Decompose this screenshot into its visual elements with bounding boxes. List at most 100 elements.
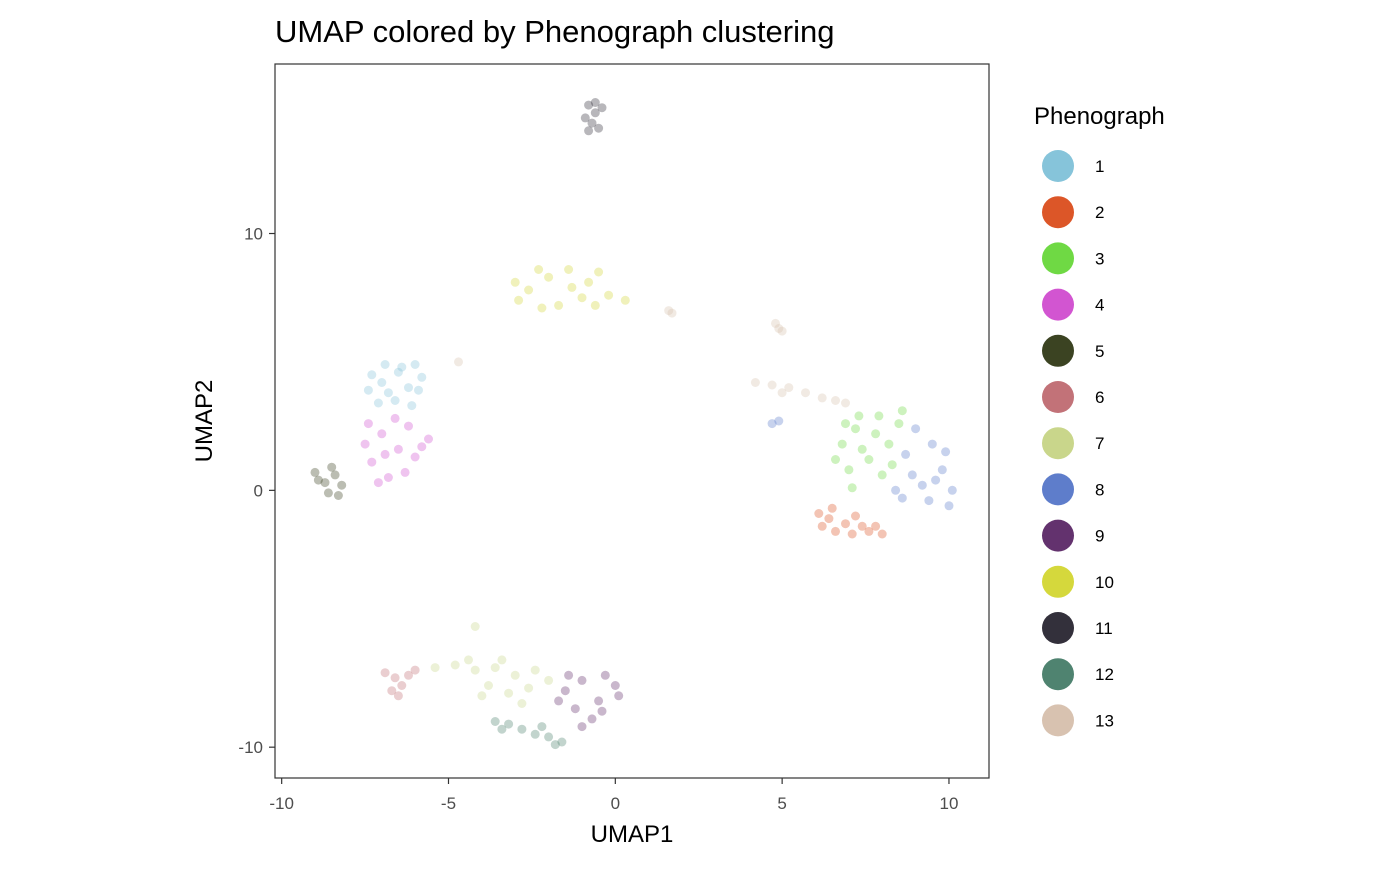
data-point — [937, 465, 947, 475]
data-point — [831, 455, 840, 464]
data-point — [404, 383, 413, 393]
legend-title: Phenograph — [1034, 103, 1165, 130]
data-point — [383, 388, 393, 398]
data-point — [323, 488, 333, 498]
data-point — [884, 439, 894, 449]
y-tick-label: 10 — [244, 225, 263, 244]
data-point — [864, 455, 874, 464]
y-axis-title: UMAP2 — [191, 380, 218, 463]
data-point — [410, 665, 420, 675]
data-point — [380, 668, 390, 678]
data-point — [404, 670, 413, 680]
legend-label: 7 — [1095, 434, 1104, 453]
data-point — [767, 380, 777, 390]
data-point — [430, 663, 440, 673]
legend-item-8: 8 — [1042, 473, 1104, 506]
data-point — [397, 362, 407, 372]
legend-swatch — [1042, 334, 1074, 367]
x-axis-title: UMAP1 — [591, 821, 674, 848]
legend-label: 11 — [1095, 619, 1113, 638]
data-point — [417, 442, 427, 452]
data-point — [564, 670, 574, 680]
data-point — [827, 503, 837, 513]
data-point — [577, 722, 587, 732]
data-point — [891, 485, 901, 495]
data-point — [337, 480, 347, 490]
data-point — [817, 393, 827, 403]
data-point — [363, 385, 373, 395]
data-point — [814, 509, 824, 518]
legend-item-6: 6 — [1042, 381, 1104, 413]
data-point — [877, 529, 887, 539]
plot-panel — [274, 63, 990, 779]
series-cluster-10 — [510, 265, 630, 313]
legend-item-1: 1 — [1042, 150, 1104, 182]
x-axis: -10 -5 0 5 10 — [269, 778, 958, 813]
data-point — [544, 732, 554, 742]
points-layer — [310, 98, 957, 750]
legend-label: 3 — [1095, 249, 1104, 268]
data-point — [590, 300, 600, 310]
data-point — [851, 424, 860, 434]
data-point — [801, 388, 810, 398]
data-point — [550, 740, 560, 750]
data-point — [524, 683, 534, 693]
data-point — [564, 265, 574, 274]
data-point — [397, 681, 407, 690]
data-point — [424, 434, 433, 444]
data-point — [851, 511, 860, 521]
legend-label: 2 — [1095, 203, 1104, 222]
data-point — [554, 300, 564, 310]
series-cluster-6 — [380, 665, 420, 701]
data-point — [824, 514, 834, 524]
data-point — [874, 411, 884, 421]
data-point — [504, 688, 514, 698]
data-point — [587, 118, 597, 128]
data-point — [594, 267, 604, 277]
x-tick-label: 10 — [940, 794, 959, 813]
series-cluster-3 — [831, 406, 907, 493]
data-point — [554, 696, 564, 706]
data-point — [560, 686, 570, 696]
legend-label: 1 — [1095, 157, 1104, 176]
data-point — [831, 526, 840, 536]
legend-item-3: 3 — [1042, 242, 1104, 275]
x-tick-label: -5 — [441, 794, 456, 813]
legend-item-11: 11 — [1042, 612, 1113, 644]
data-point — [894, 419, 904, 429]
data-point — [587, 714, 597, 724]
data-point — [947, 485, 957, 495]
legend-swatch — [1042, 427, 1074, 460]
data-point — [590, 108, 600, 118]
data-point — [577, 675, 587, 685]
data-point — [817, 521, 827, 531]
series-cluster-4 — [360, 413, 433, 488]
data-point — [410, 452, 420, 462]
data-point — [557, 737, 567, 747]
data-point — [877, 470, 887, 480]
y-tick-label: -10 — [238, 738, 263, 757]
legend-item-13: 13 — [1042, 704, 1114, 737]
legend-label: 12 — [1095, 665, 1114, 684]
legend-swatch — [1042, 473, 1074, 506]
data-point — [667, 308, 677, 318]
chart-title: UMAP colored by Phenograph clustering — [275, 14, 834, 49]
data-point — [363, 419, 373, 429]
data-point — [917, 480, 927, 490]
legend-swatch — [1042, 658, 1074, 691]
data-point — [470, 665, 480, 675]
data-point — [584, 126, 594, 136]
data-point — [604, 290, 614, 300]
data-point — [504, 719, 514, 729]
data-point — [600, 670, 610, 680]
series-cluster-5 — [310, 462, 347, 500]
data-point — [327, 462, 337, 472]
data-point — [931, 475, 941, 485]
legend-swatch — [1042, 612, 1074, 644]
data-point — [777, 326, 787, 336]
data-point — [664, 306, 674, 316]
data-point — [584, 277, 594, 287]
data-point — [390, 673, 400, 683]
